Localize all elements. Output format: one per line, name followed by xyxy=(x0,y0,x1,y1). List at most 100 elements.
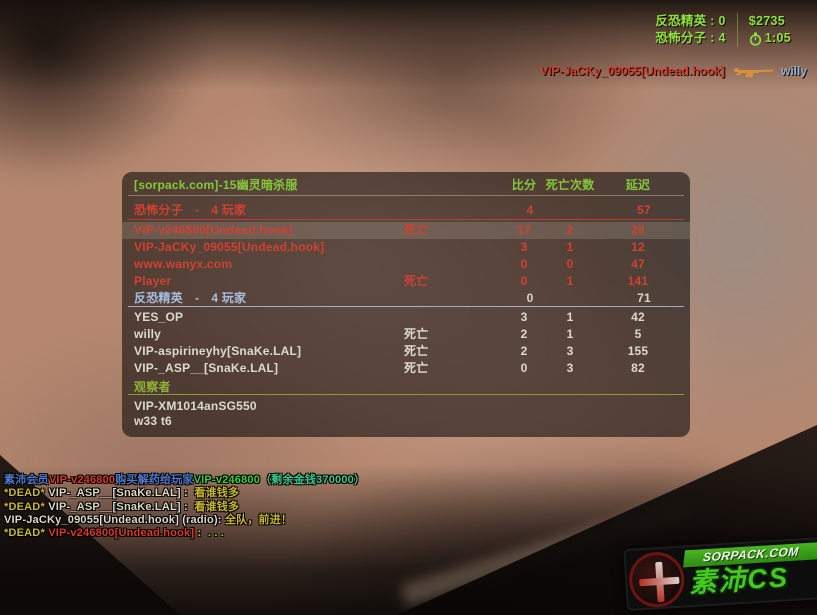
player-score: 3 xyxy=(520,240,528,254)
spectator-row: w33 t6 xyxy=(122,414,690,429)
team-latency-value: 71 xyxy=(637,291,651,305)
player-name: VIP-aspirineyhy[SnaKe.LAL] xyxy=(134,344,302,358)
player-dead-label: 死亡 xyxy=(404,361,429,375)
team-header-row: 恐怖分子 - 4 玩家 4 57 xyxy=(128,203,684,220)
player-deaths: 2 xyxy=(566,223,574,237)
chat-segment: VIP-v246800 xyxy=(48,474,116,486)
player-row: VIP-_ASP__[SnaKe.LAL] 死亡 0 3 82 xyxy=(122,360,690,377)
chat-segment: VIP-v246800 xyxy=(193,474,261,486)
player-name: YES_OP xyxy=(134,310,184,324)
spectator-name: w33 t6 xyxy=(134,414,172,428)
player-deaths: 1 xyxy=(566,327,574,341)
logo-brand-text: 素沛CS xyxy=(688,562,790,599)
player-deaths: 3 xyxy=(566,361,574,375)
chat-segment: *DEAD* xyxy=(4,527,49,540)
player-score: 0 xyxy=(520,257,528,271)
chat-line: *DEAD* VIP-v246800[Undead.hook] : . . . xyxy=(4,527,365,540)
player-name: www.wanyx.com xyxy=(134,257,233,271)
timer-value: 1:05 xyxy=(764,31,791,45)
player-score: 2 xyxy=(520,344,528,358)
player-row: VIP-v246800[Undead.hook] 死亡 17 2 28 xyxy=(122,222,690,239)
spectators-label: 观察者 xyxy=(134,380,171,394)
team-name-label: 恐怖分子 - 4 玩家 xyxy=(134,203,247,217)
player-deaths: 1 xyxy=(566,310,574,324)
spectator-name: VIP-XM1014anSG550 xyxy=(134,399,257,413)
player-score: 0 xyxy=(520,274,528,288)
chat-segment: 购买解药给玩家 xyxy=(115,474,194,486)
team-scores: 反恐精英 : 0 恐怖分子 : 4 xyxy=(655,13,725,47)
chat-segment: 全队，前进！ xyxy=(224,513,293,526)
ak47-icon xyxy=(732,65,774,78)
chat-line: 素沛会员VIP-v246800购买解药给玩家VIP-v246800（剩余金钱37… xyxy=(4,474,365,487)
player-latency: 5 xyxy=(634,327,642,341)
spectators-header-row: 观察者 xyxy=(128,380,684,395)
chat-segment: VIP-_ASP__[SnaKe.LAL] : xyxy=(48,487,195,500)
team-score-value: 0 xyxy=(526,291,534,305)
player-deaths: 1 xyxy=(566,274,574,288)
t-score-label: 恐怖分子 : 4 xyxy=(655,31,726,45)
player-row: www.wanyx.com 0 0 47 xyxy=(122,256,690,273)
chat-line: VIP-JaCKy_09055[Undead.hook] (radio): 全队… xyxy=(4,514,365,527)
kill-feed: VIP-JaCKy_09055[Undead.hook] willy xyxy=(540,64,807,78)
player-latency: 12 xyxy=(631,240,645,254)
column-latency: 延迟 xyxy=(625,178,651,192)
player-name: VIP-_ASP__[SnaKe.LAL] xyxy=(134,361,279,375)
money-value: $2735 xyxy=(748,14,786,28)
scoreboard-body: 恐怖分子 - 4 玩家 4 57 VIP-v246800[Undead.hook] 死亡… xyxy=(122,203,690,429)
sorpack-logo: SORPACK.COM 素沛CS xyxy=(623,536,817,612)
player-deaths: 3 xyxy=(566,344,574,358)
chat-segment: VIP-_ASP__[SnaKe.LAL] : xyxy=(48,500,195,513)
player-deaths: 0 xyxy=(566,257,574,271)
player-score: 3 xyxy=(520,310,528,324)
server-name: [sorpack.com]-15幽灵暗杀服 xyxy=(134,178,298,192)
top-vignette xyxy=(0,0,817,90)
player-name: Player xyxy=(134,274,172,288)
player-row: VIP-JaCKy_09055[Undead.hook] 3 1 12 xyxy=(122,239,690,256)
chat-segment: *DEAD* xyxy=(4,487,49,500)
team-header-row: 反恐精英 - 4 玩家 0 71 xyxy=(128,291,684,307)
player-name: willy xyxy=(134,327,162,341)
team-score-value: 4 xyxy=(526,203,534,217)
player-latency: 28 xyxy=(631,223,645,237)
killer-name: VIP-JaCKy_09055[Undead.hook] xyxy=(540,64,725,78)
scoreboard-header: [sorpack.com]-15幽灵暗杀服 比分 死亡次数 延迟 xyxy=(128,177,684,196)
victim-name: willy xyxy=(780,64,807,78)
chat-segment: 看谁钱多 xyxy=(194,500,240,513)
chat-segment: VIP-v246800[Undead.hook] xyxy=(48,527,195,540)
player-latency: 82 xyxy=(631,361,645,375)
player-row: YES_OP 3 1 42 xyxy=(122,309,690,326)
spectator-row: VIP-XM1014anSG550 xyxy=(122,399,690,414)
player-dead-label: 死亡 xyxy=(404,274,429,288)
stopwatch-icon xyxy=(749,32,762,46)
chat-segment: *DEAD* xyxy=(4,500,49,513)
player-latency: 42 xyxy=(631,310,645,324)
chat-segment: : . . . xyxy=(194,527,225,540)
hud-divider xyxy=(736,13,738,47)
chat-segment: VIP-JaCKy_09055[Undead.hook] (radio): xyxy=(4,513,225,526)
player-latency: 141 xyxy=(627,274,649,288)
column-score: 比分 xyxy=(511,178,537,192)
player-deaths: 1 xyxy=(566,240,574,254)
team-latency-value: 57 xyxy=(637,203,651,217)
player-row: Player 死亡 0 1 141 xyxy=(122,273,690,290)
player-dead-label: 死亡 xyxy=(404,344,429,358)
player-row: VIP-aspirineyhy[SnaKe.LAL] 死亡 2 3 155 xyxy=(122,343,690,360)
player-dead-label: 死亡 xyxy=(404,327,429,341)
ct-score-label: 反恐精英 : 0 xyxy=(655,14,726,28)
chat-area: 素沛会员VIP-v246800购买解药给玩家VIP-v246800（剩余金钱37… xyxy=(4,474,365,540)
money-and-timer: $2735 1:05 xyxy=(749,13,791,47)
team-name-label: 反恐精英 - 4 玩家 xyxy=(134,291,247,305)
hud-top-right: 反恐精英 : 0 恐怖分子 : 4 $2735 1:05 xyxy=(655,13,791,47)
player-latency: 155 xyxy=(627,344,649,358)
column-deaths: 死亡次数 xyxy=(545,178,595,192)
scoreboard-panel: [sorpack.com]-15幽灵暗杀服 比分 死亡次数 延迟 恐怖分子 - … xyxy=(122,172,690,437)
player-score: 0 xyxy=(520,361,528,375)
player-latency: 47 xyxy=(631,257,645,271)
chat-segment: 素沛会员 xyxy=(4,474,49,486)
player-score: 17 xyxy=(517,223,531,237)
player-dead-label: 死亡 xyxy=(404,223,429,237)
sorpack-emblem-icon xyxy=(627,550,686,609)
player-score: 2 xyxy=(520,327,528,341)
chat-line: *DEAD* VIP-_ASP__[SnaKe.LAL] : 看谁钱多 xyxy=(4,487,365,500)
